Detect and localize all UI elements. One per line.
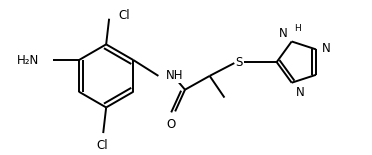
Text: O: O [167,118,176,131]
Text: N: N [296,86,304,99]
Text: H₂N: H₂N [17,54,39,67]
Text: S: S [235,56,243,69]
Text: Cl: Cl [118,9,129,22]
Text: N: N [279,27,288,40]
Text: N: N [322,42,331,55]
Text: H: H [295,24,301,33]
Text: Cl: Cl [96,139,108,152]
Text: NH: NH [166,69,184,82]
